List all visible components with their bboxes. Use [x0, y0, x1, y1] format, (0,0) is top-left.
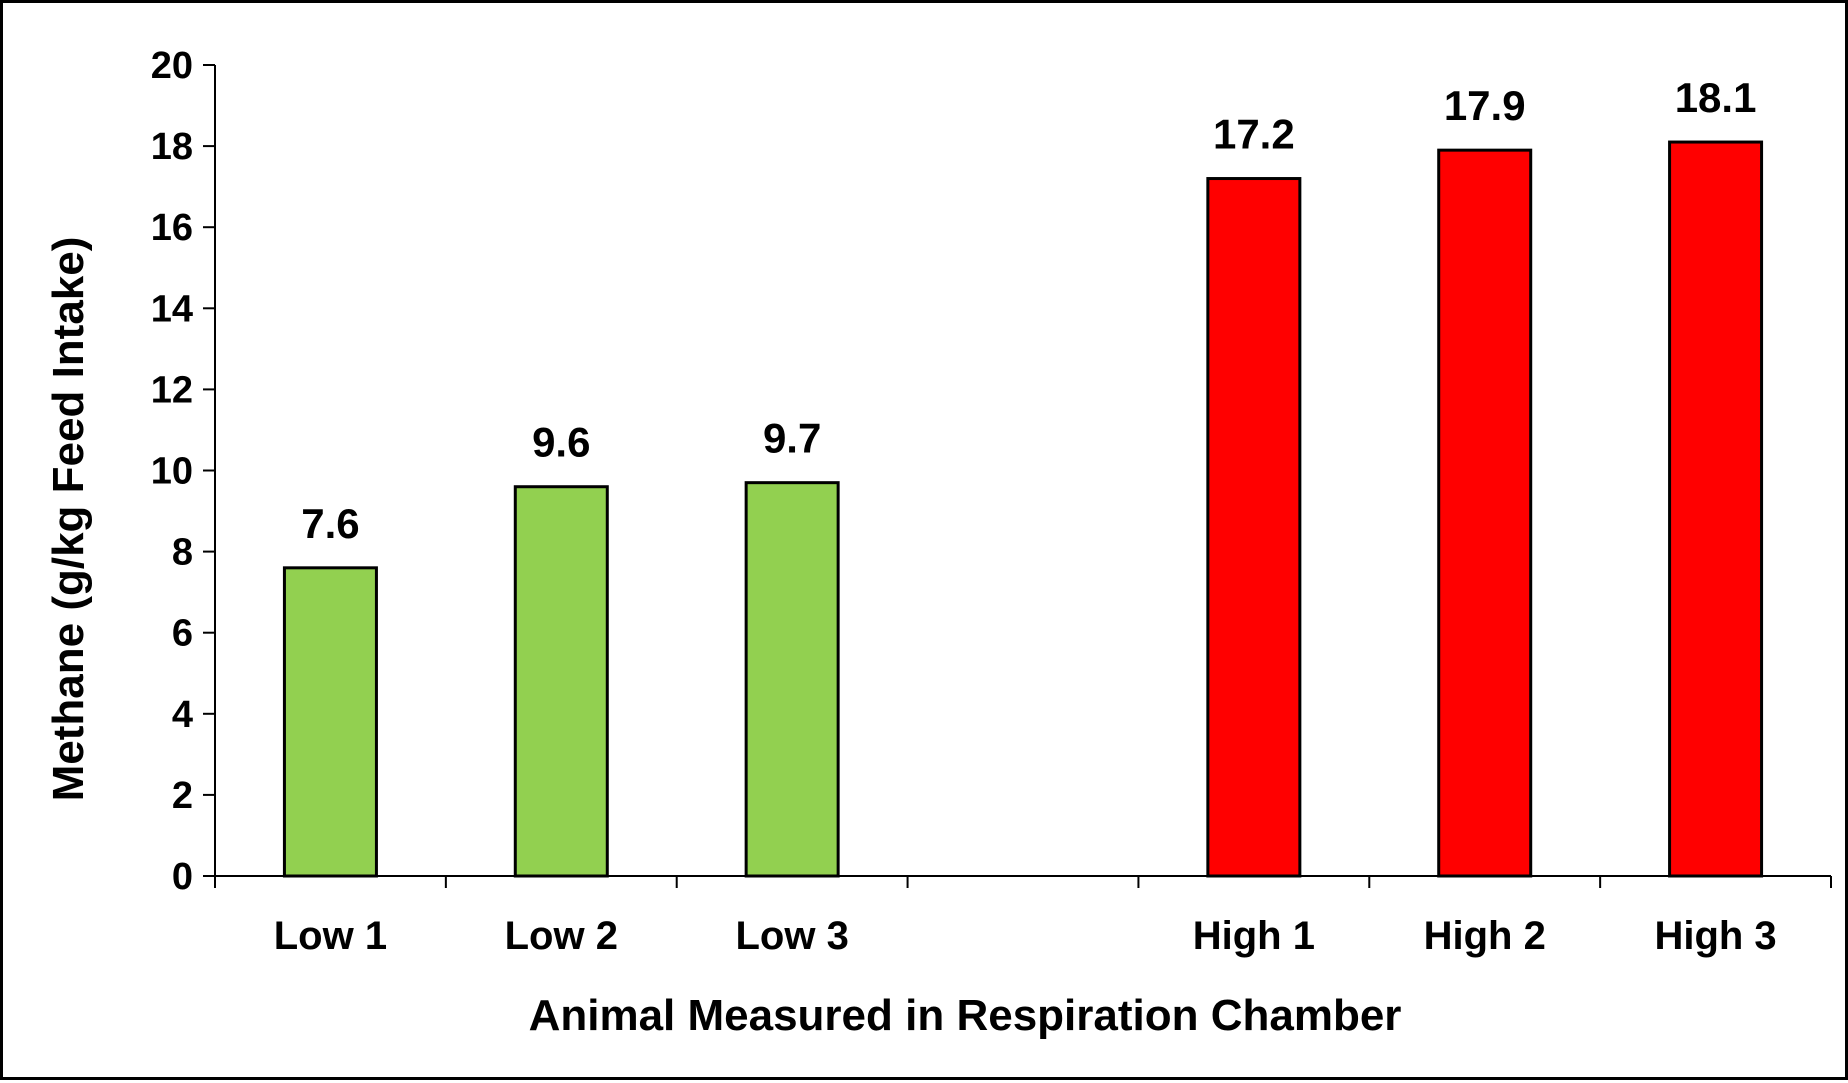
y-tick-label: 0 [172, 856, 193, 898]
bar [1668, 140, 1764, 878]
data-label: 9.6 [532, 419, 590, 466]
x-category-label: Low 1 [274, 914, 387, 958]
y-tick-label: 10 [151, 451, 193, 493]
data-label: 7.6 [301, 500, 359, 547]
x-axis-title: Animal Measured in Respiration Chamber [529, 991, 1402, 1040]
y-axis-title: Methane (g/kg Feed Intake) [44, 237, 93, 802]
bar [282, 566, 378, 878]
axes [203, 64, 1832, 888]
y-tick-label: 20 [151, 45, 193, 87]
labels: 0 2 4 6 8 10 12 14 16 18 20 Low 1 7.6 Low 2 9.6 Low 3 9.… [151, 45, 1777, 958]
y-tick-label: 14 [151, 288, 193, 330]
y-tick-label: 12 [151, 369, 193, 411]
y-tick-label: 18 [151, 126, 193, 168]
bars [282, 140, 1764, 878]
x-category-label: High 3 [1654, 914, 1776, 958]
x-category-label: Low 3 [735, 914, 848, 958]
bar [513, 485, 609, 878]
bar [1206, 177, 1302, 878]
x-category-label: Low 2 [505, 914, 618, 958]
bar [1437, 148, 1533, 878]
x-category-label: High 2 [1424, 914, 1546, 958]
y-tick-label: 6 [172, 613, 193, 655]
data-label: 17.9 [1444, 82, 1526, 129]
bar [744, 481, 840, 878]
x-category-label: High 1 [1193, 914, 1315, 958]
y-tick-label: 4 [172, 694, 193, 736]
y-tick-label: 2 [172, 775, 193, 817]
bar-chart: 0 2 4 6 8 10 12 14 16 18 20 Low 1 7.6 Low 2 9.6 Low 3 9.… [44, 45, 1832, 1040]
y-tick-label: 8 [172, 532, 193, 574]
data-label: 17.2 [1213, 111, 1295, 158]
y-tick-label: 16 [151, 207, 193, 249]
data-label: 9.7 [763, 415, 821, 462]
data-label: 18.1 [1675, 74, 1757, 121]
